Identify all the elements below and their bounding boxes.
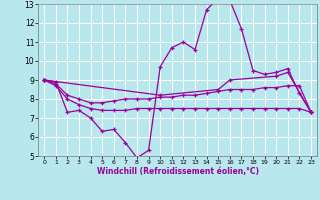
X-axis label: Windchill (Refroidissement éolien,°C): Windchill (Refroidissement éolien,°C) xyxy=(97,167,259,176)
